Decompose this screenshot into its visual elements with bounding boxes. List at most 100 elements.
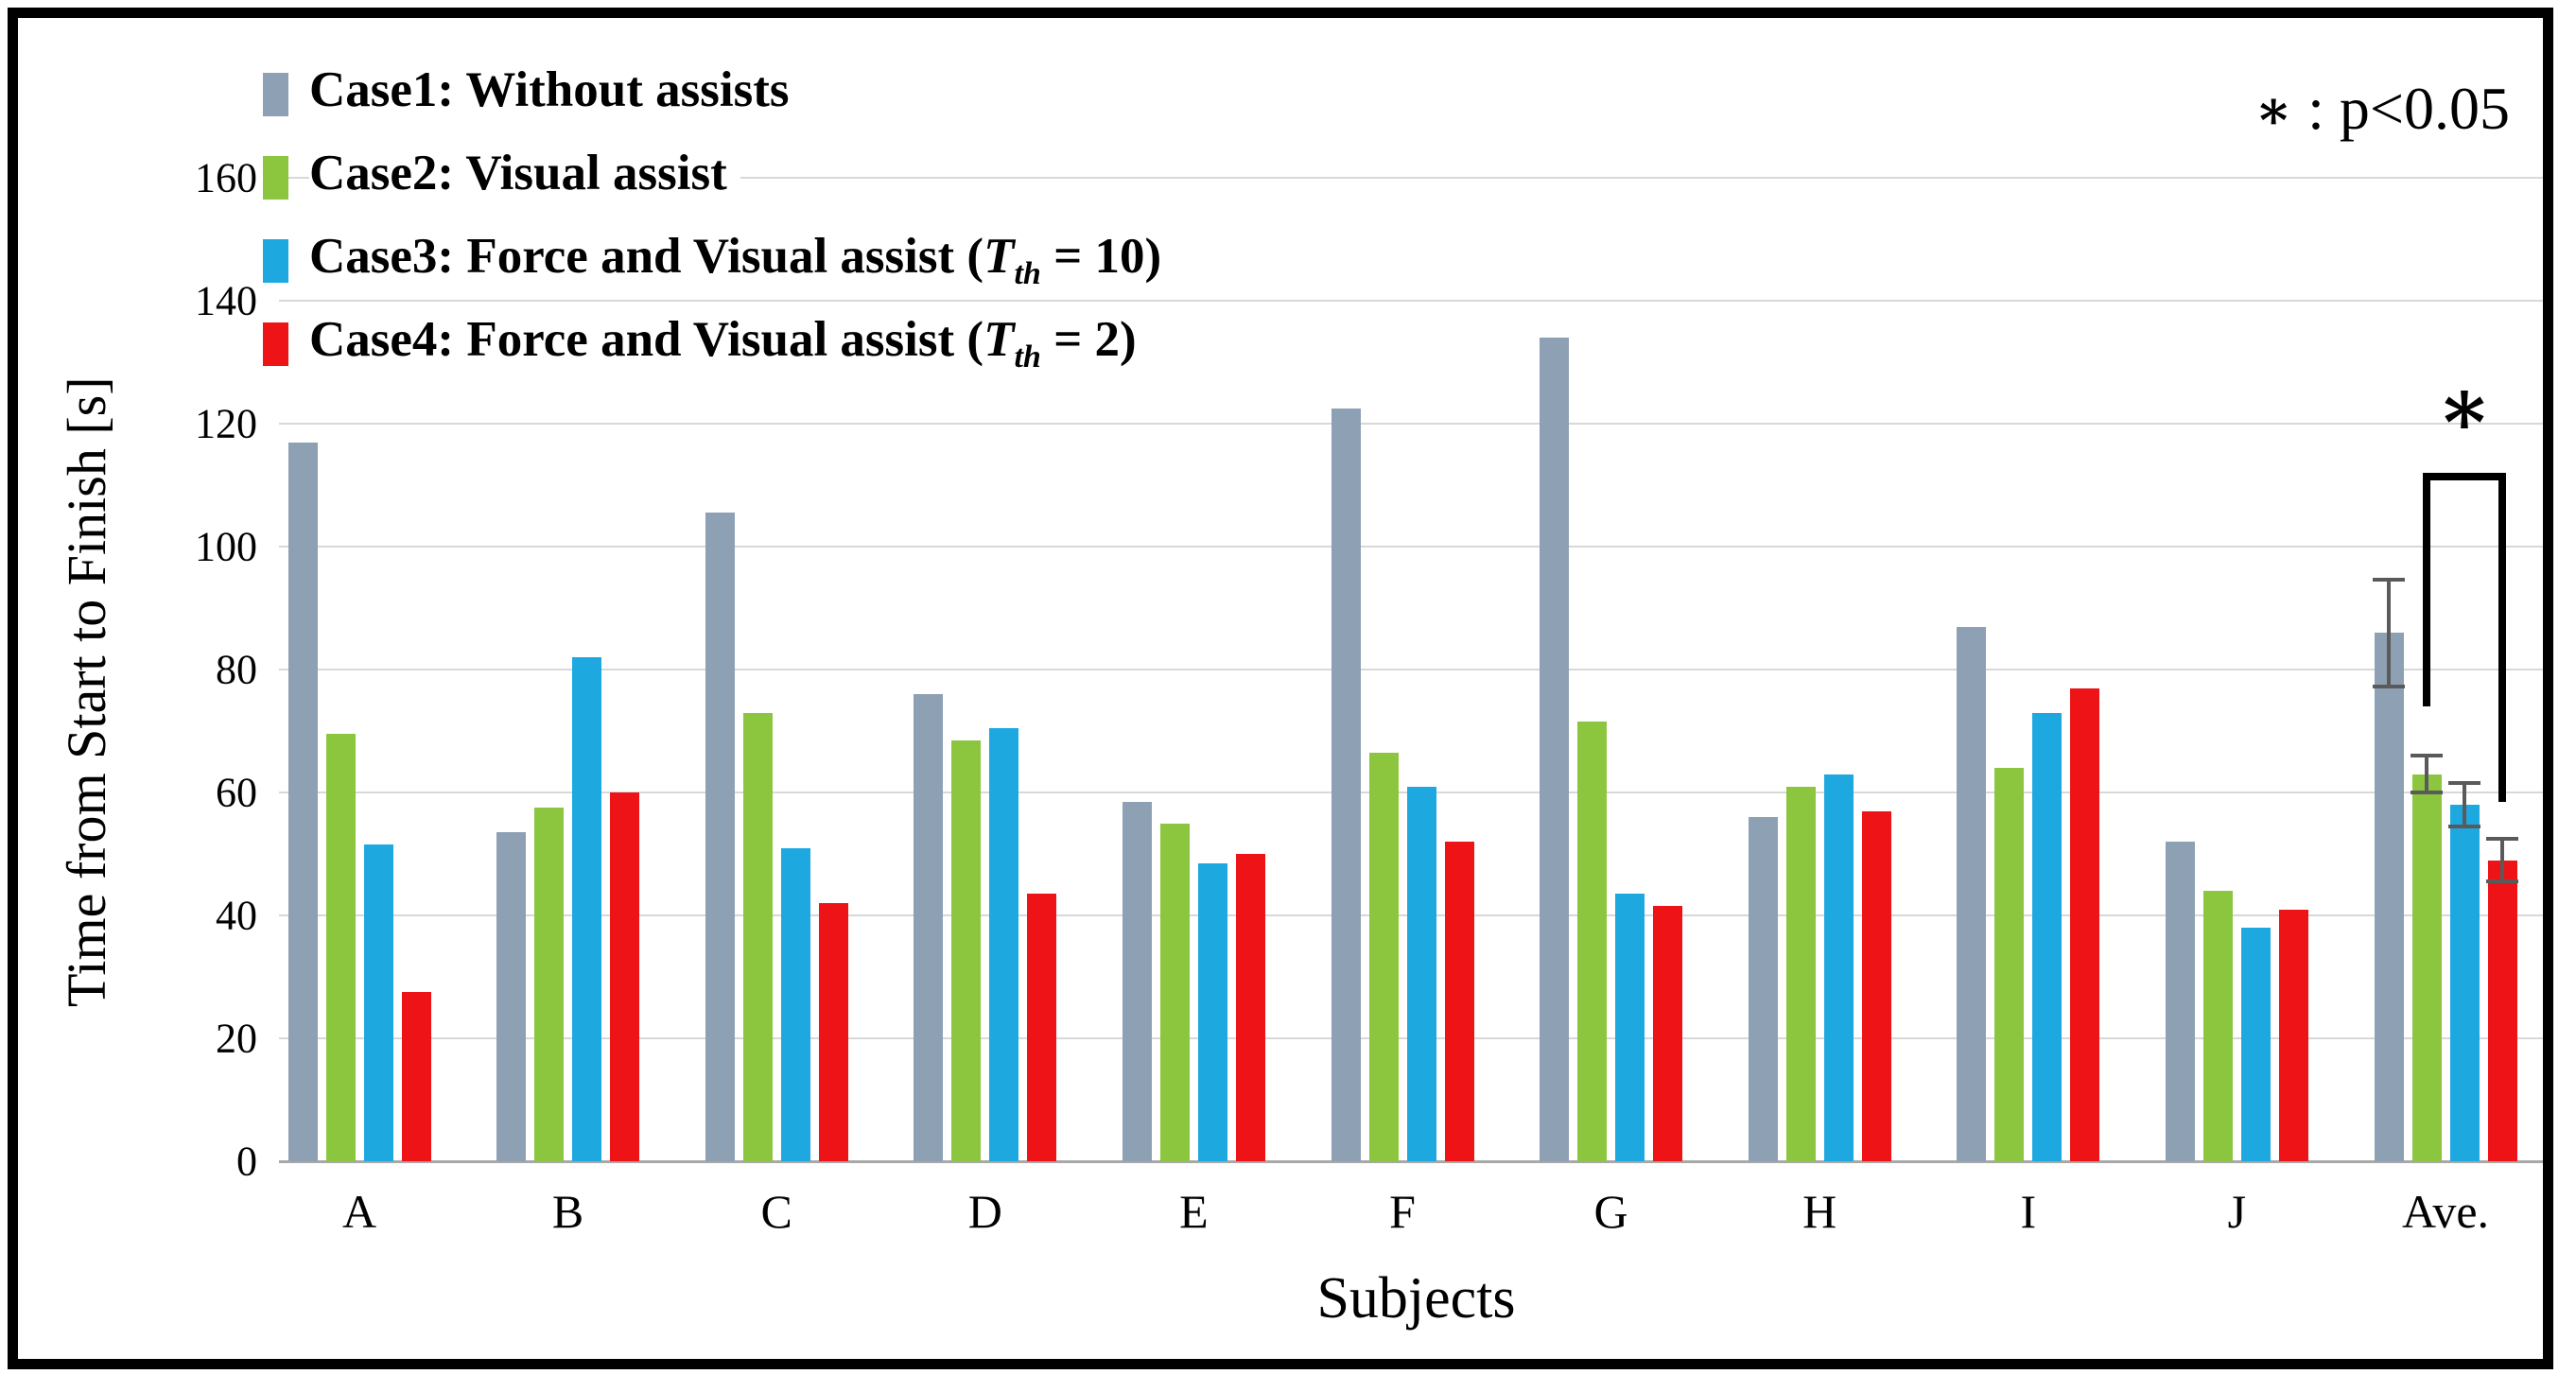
bar-case2-E xyxy=(1159,823,1190,1161)
bar-case1-F xyxy=(1331,408,1361,1161)
legend-label-text: Case2: Visual assist xyxy=(309,146,727,200)
bar-case2-Ave. xyxy=(2411,774,2442,1161)
bar-case2-D xyxy=(951,740,982,1161)
bar-case4-G xyxy=(1653,906,1683,1161)
bar-case4-J xyxy=(2278,909,2308,1161)
error-bar-cap-top xyxy=(2373,577,2405,582)
error-bar-cap-bottom xyxy=(2411,790,2443,794)
bar-case3-C xyxy=(780,847,810,1161)
gridline-y-100 xyxy=(279,546,2553,548)
y-tick-label: 160 xyxy=(195,154,257,201)
y-tick-label: 100 xyxy=(195,523,257,570)
x-category-label-Ave.: Ave. xyxy=(2401,1185,2490,1238)
bar-case1-A xyxy=(287,442,318,1161)
legend-math-var: T xyxy=(983,312,1015,367)
y-tick-label: 140 xyxy=(195,277,257,324)
bar-case1-H xyxy=(1748,817,1778,1161)
legend-math-sub: th xyxy=(1014,339,1041,374)
x-category-label-A: A xyxy=(341,1185,377,1238)
bar-case2-F xyxy=(1368,752,1399,1161)
legend-item-case1: Case1: Without assists xyxy=(263,53,1175,136)
error-bar-cap-bottom xyxy=(2448,825,2480,829)
significance-bracket-left-leg xyxy=(2423,473,2430,706)
x-category-label-G: G xyxy=(1593,1185,1628,1238)
significance-key: ∗ : p<0.05 xyxy=(2254,74,2510,144)
bar-case1-J xyxy=(2165,842,2195,1161)
bar-case1-E xyxy=(1122,801,1152,1161)
error-bar-cap-top xyxy=(2448,780,2480,785)
y-tick-label: 20 xyxy=(216,1015,257,1062)
x-category-label-H: H xyxy=(1802,1185,1837,1238)
gridline-y-140 xyxy=(279,300,2553,302)
bar-case2-C xyxy=(742,712,773,1161)
legend-label-text: Case4: Force and Visual assist ( xyxy=(309,312,984,367)
error-bar-cap-top xyxy=(2486,836,2518,841)
x-category-label-J: J xyxy=(2227,1185,2247,1238)
legend-math-sub: th xyxy=(1014,256,1041,291)
error-bar-cap-bottom xyxy=(2486,879,2518,884)
legend-math-var: T xyxy=(983,229,1015,284)
x-axis-line xyxy=(279,1160,2553,1163)
y-tick-label: 0 xyxy=(236,1138,257,1185)
bar-case4-Ave. xyxy=(2487,860,2517,1161)
bar-case1-D xyxy=(914,694,944,1161)
bar-case3-E xyxy=(1197,862,1227,1161)
error-bar-case4 xyxy=(2500,836,2504,884)
bar-case4-D xyxy=(1027,894,1057,1161)
legend-swatch-case4-icon xyxy=(263,322,288,366)
gridline-y-160 xyxy=(279,177,2553,179)
bar-case4-F xyxy=(1444,842,1474,1161)
x-category-label-B: B xyxy=(551,1185,584,1238)
legend-swatch-case2-icon xyxy=(263,156,288,200)
y-tick-label: 120 xyxy=(195,400,257,447)
bar-case1-G xyxy=(1540,338,1570,1161)
bar-case3-Ave. xyxy=(2449,805,2480,1161)
legend-label-text: Case1: Without assists xyxy=(309,62,790,117)
error-bar-case2 xyxy=(2425,754,2428,794)
bar-case2-G xyxy=(1577,722,1608,1161)
legend-item-case2: Case2: Visual assist xyxy=(263,136,1175,219)
y-tick-label: 60 xyxy=(216,769,257,816)
bar-case4-B xyxy=(610,792,640,1161)
bar-case4-C xyxy=(818,903,848,1161)
bar-case2-I xyxy=(1994,768,2025,1161)
figure-border xyxy=(8,8,2553,1369)
bar-case4-E xyxy=(1235,854,1265,1161)
x-category-label-C: C xyxy=(760,1185,792,1238)
y-tick-label: 40 xyxy=(216,892,257,939)
bar-case2-H xyxy=(1785,786,1816,1161)
bar-case3-F xyxy=(1406,786,1436,1161)
legend-swatch-case1-icon xyxy=(263,73,288,116)
asterisk-icon: ∗ xyxy=(2254,79,2293,141)
bar-case1-I xyxy=(1957,626,1987,1161)
legend-item-case4: Case4: Force and Visual assist (Tth = 2) xyxy=(263,303,1175,386)
x-axis-title: Subjects xyxy=(1316,1266,1516,1331)
error-bar-case3 xyxy=(2463,780,2466,829)
legend-math-rest: = 2) xyxy=(1040,312,1137,367)
error-bar-case1 xyxy=(2387,577,2391,688)
bar-case3-A xyxy=(363,844,393,1161)
x-category-label-F: F xyxy=(1389,1185,1416,1238)
bar-case1-C xyxy=(705,513,735,1161)
legend-label-text: Case3: Force and Visual assist ( xyxy=(309,229,984,284)
bar-case3-B xyxy=(572,657,602,1161)
bar-case3-I xyxy=(2032,712,2063,1161)
bar-case3-D xyxy=(989,727,1019,1161)
significance-bracket-right-leg xyxy=(2498,473,2506,802)
bar-case4-H xyxy=(1861,810,1891,1161)
significance-asterisk-icon: ∗ xyxy=(2436,362,2493,453)
error-bar-cap-top xyxy=(2411,754,2443,758)
legend-label-case2: Case2: Visual assist xyxy=(309,148,740,207)
legend-item-case3: Case3: Force and Visual assist (Tth = 10… xyxy=(263,219,1175,303)
bar-case3-H xyxy=(1823,774,1854,1161)
gridline-y-120 xyxy=(279,423,2553,425)
x-category-label-D: D xyxy=(967,1185,1002,1238)
bar-case4-A xyxy=(401,992,431,1161)
legend-label-case1: Case1: Without assists xyxy=(309,65,803,124)
bar-case2-B xyxy=(534,808,565,1161)
bar-case2-A xyxy=(325,734,356,1161)
bar-case1-Ave. xyxy=(2374,633,2404,1161)
bar-case4-I xyxy=(2070,687,2100,1161)
chart-legend: Case1: Without assists Case2: Visual ass… xyxy=(263,53,1175,386)
